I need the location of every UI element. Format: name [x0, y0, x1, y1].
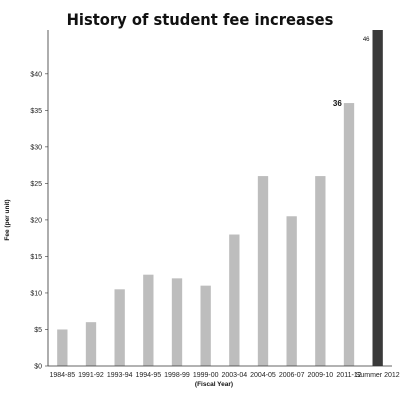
- x-tick-label: 2011-12: [336, 372, 361, 379]
- data-label: 46: [363, 37, 370, 43]
- x-tick-label: Summer 2012: [356, 372, 400, 379]
- x-tick-label: 1999-00: [193, 372, 219, 379]
- bar: [257, 176, 269, 366]
- bar: [286, 216, 297, 366]
- x-tick-label: 1994-95: [135, 372, 161, 379]
- y-tick-label: $10: [30, 290, 42, 297]
- y-tick-label: $35: [30, 108, 42, 115]
- y-axis-ticks: $0 $5 $10 $15 $20 $25 $30 $35 $40: [30, 71, 48, 371]
- bar: [171, 278, 183, 366]
- x-tick-label: 1993-94: [107, 372, 133, 379]
- bar: [114, 289, 125, 366]
- y-tick-label: $40: [30, 71, 42, 78]
- data-labels: 36 46: [333, 37, 370, 108]
- bar: [372, 30, 383, 366]
- x-tick-label: 2006-07: [279, 372, 305, 379]
- x-tick-label: 2003-04: [221, 372, 247, 379]
- bar: [343, 103, 355, 366]
- y-tick-label: $30: [30, 144, 42, 151]
- data-label: 36: [333, 99, 342, 108]
- bar: [315, 176, 326, 366]
- x-tick-label: 1984-85: [49, 372, 75, 379]
- x-axis-ticks: 1984-85 1991-92 1993-94 1994-95 1998-99 1999-…: [49, 372, 399, 379]
- bar: [143, 274, 154, 366]
- x-axis-title: (Fiscal Year): [195, 381, 233, 388]
- y-tick-label: $0: [34, 364, 42, 371]
- x-tick-label: 2004-05: [250, 372, 276, 379]
- y-axis-title: Fee (per unit): [4, 199, 11, 240]
- bar: [57, 329, 68, 366]
- bar: [229, 234, 240, 366]
- y-tick-label: $20: [30, 217, 42, 224]
- bar: [200, 285, 211, 366]
- y-tick-label: $5: [34, 327, 42, 334]
- x-tick-label: 2009-10: [307, 372, 333, 379]
- x-tick-label: 1998-99: [164, 372, 190, 379]
- y-tick-label: $15: [30, 254, 42, 261]
- y-tick-label: $25: [30, 181, 42, 188]
- chart-title: History of student fee increases: [66, 10, 334, 29]
- bars: [57, 30, 383, 366]
- bar: [85, 322, 97, 366]
- x-tick-label: 1991-92: [78, 372, 104, 379]
